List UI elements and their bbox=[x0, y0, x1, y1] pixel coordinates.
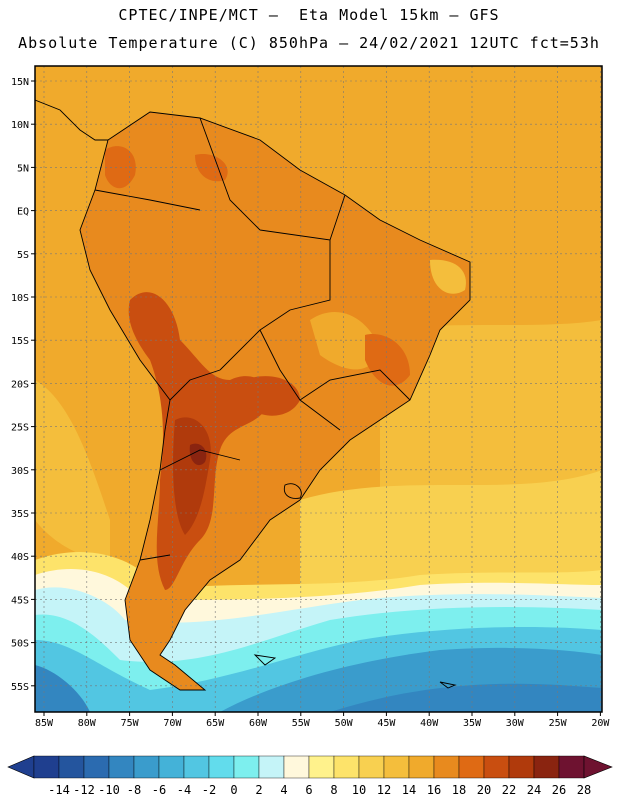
hottest-spot bbox=[189, 443, 207, 466]
lat-label: 5N bbox=[17, 163, 29, 174]
lat-label: 40S bbox=[11, 552, 29, 563]
cool-band-7 bbox=[330, 683, 602, 712]
lon-label: 55W bbox=[292, 718, 311, 729]
lon-label: 40W bbox=[420, 718, 439, 729]
lon-label: 45W bbox=[377, 718, 396, 729]
colorbar-swatch bbox=[558, 755, 585, 779]
colorbar-arrow-right bbox=[583, 755, 613, 779]
colorbar-swatch bbox=[58, 755, 85, 779]
colorbar-label: -6 bbox=[152, 783, 166, 797]
cooler-center bbox=[310, 311, 380, 370]
colorbar: -14 -12 -10 -8 -6 -4 -2 0 2 4 6 8 10 12 14 16 18 20 22 24 26… bbox=[7, 755, 613, 797]
title-line-2: Absolute Temperature (C) 850hPa – 24/02/… bbox=[18, 34, 600, 52]
colorbar-label: -8 bbox=[127, 783, 141, 797]
colorbar-swatch bbox=[233, 755, 260, 779]
colorbar-swatch bbox=[258, 755, 285, 779]
colorbar-label: 12 bbox=[377, 783, 391, 797]
lon-label: 75W bbox=[121, 718, 140, 729]
colorbar-label: 28 bbox=[577, 783, 591, 797]
lat-label: 15S bbox=[11, 336, 29, 347]
colorbar-label: 24 bbox=[527, 783, 541, 797]
colorbar-label: -12 bbox=[73, 783, 95, 797]
colorbar-swatch bbox=[408, 755, 435, 779]
colorbar-swatch bbox=[83, 755, 110, 779]
colorbar-label: 16 bbox=[427, 783, 441, 797]
lon-label: 70W bbox=[163, 718, 182, 729]
colorbar-swatch bbox=[483, 755, 510, 779]
colorbar-label: -2 bbox=[202, 783, 216, 797]
lat-label: 55S bbox=[11, 682, 29, 693]
lat-label: 15N bbox=[11, 77, 29, 88]
central-america-coast bbox=[35, 99, 108, 141]
coastlines bbox=[35, 99, 471, 691]
colorbar-swatch bbox=[383, 755, 410, 779]
lagoon bbox=[283, 483, 302, 499]
colorbar-swatch bbox=[33, 755, 60, 779]
longitude-labels: 85W 80W 75W 70W 65W 60W 55W 50W 45W 40W 35W 30W 25W 2… bbox=[35, 712, 610, 729]
hot-core-2 bbox=[245, 376, 300, 416]
colorbar-swatch bbox=[333, 755, 360, 779]
colorbar-label: 18 bbox=[452, 783, 466, 797]
cold-pocket-sw bbox=[35, 665, 90, 712]
colorbar-swatch bbox=[358, 755, 385, 779]
lat-label: 45S bbox=[11, 595, 29, 606]
colorbar-arrow-left bbox=[7, 755, 35, 779]
lon-label: 65W bbox=[206, 718, 225, 729]
country-borders bbox=[94, 117, 411, 561]
ne-brazil-cool bbox=[430, 259, 466, 294]
lat-label: 10S bbox=[11, 293, 29, 304]
colorbar-label: 26 bbox=[552, 783, 566, 797]
south-america-coast bbox=[79, 111, 471, 691]
lat-label: 50S bbox=[11, 639, 29, 650]
colorbar-label: 6 bbox=[305, 783, 312, 797]
colorbar-label: 2 bbox=[255, 783, 262, 797]
colorbar-swatch bbox=[533, 755, 560, 779]
colorbar-swatch bbox=[458, 755, 485, 779]
colorbar-label: -14 bbox=[48, 783, 70, 797]
colorbar-label: 4 bbox=[280, 783, 287, 797]
lat-label: EQ bbox=[17, 207, 29, 218]
colorbar-label: 22 bbox=[502, 783, 516, 797]
colorbar-swatch bbox=[208, 755, 235, 779]
islands bbox=[253, 654, 457, 689]
colorbar-swatch bbox=[133, 755, 160, 779]
colorbar-label: 14 bbox=[402, 783, 416, 797]
colorbar-label: 8 bbox=[330, 783, 337, 797]
colorbar-swatch bbox=[283, 755, 310, 779]
colorbar-swatch bbox=[508, 755, 535, 779]
lon-label: 85W bbox=[35, 718, 54, 729]
latitude-labels: 15N 10N 5N EQ 5S 10S 15S 20S 25S 30S 35S 40S 45S 50S 5… bbox=[11, 77, 35, 693]
colorbar-swatch bbox=[433, 755, 460, 779]
lon-label: 50W bbox=[335, 718, 354, 729]
lon-label: 20W bbox=[591, 718, 610, 729]
colorbar-swatch bbox=[158, 755, 185, 779]
lon-label: 35W bbox=[463, 718, 482, 729]
colorbar-label: 0 bbox=[230, 783, 237, 797]
colorbar-label: -10 bbox=[98, 783, 120, 797]
colorbar-label: 20 bbox=[477, 783, 491, 797]
lat-label: 10N bbox=[11, 120, 29, 131]
title-line-1: CPTEC/INPE/MCT – Eta Model 15km – GFS bbox=[118, 6, 500, 24]
lat-label: 35S bbox=[11, 509, 29, 520]
lat-label: 25S bbox=[11, 423, 29, 434]
colorbar-swatch bbox=[308, 755, 335, 779]
lat-label: 30S bbox=[11, 466, 29, 477]
colorbar-label: 10 bbox=[352, 783, 366, 797]
colorbar-swatch bbox=[183, 755, 210, 779]
lat-label: 5S bbox=[17, 250, 29, 261]
hot-east bbox=[365, 334, 410, 386]
lat-label: 20S bbox=[11, 379, 29, 390]
field-layer bbox=[35, 66, 602, 712]
lon-label: 25W bbox=[549, 718, 568, 729]
colorbar-label: -4 bbox=[177, 783, 191, 797]
colorbar-swatch bbox=[108, 755, 135, 779]
lon-label: 80W bbox=[78, 718, 97, 729]
map-frame bbox=[34, 65, 603, 713]
lon-label: 60W bbox=[249, 718, 268, 729]
pacific-band bbox=[35, 380, 110, 560]
lon-label: 30W bbox=[506, 718, 525, 729]
